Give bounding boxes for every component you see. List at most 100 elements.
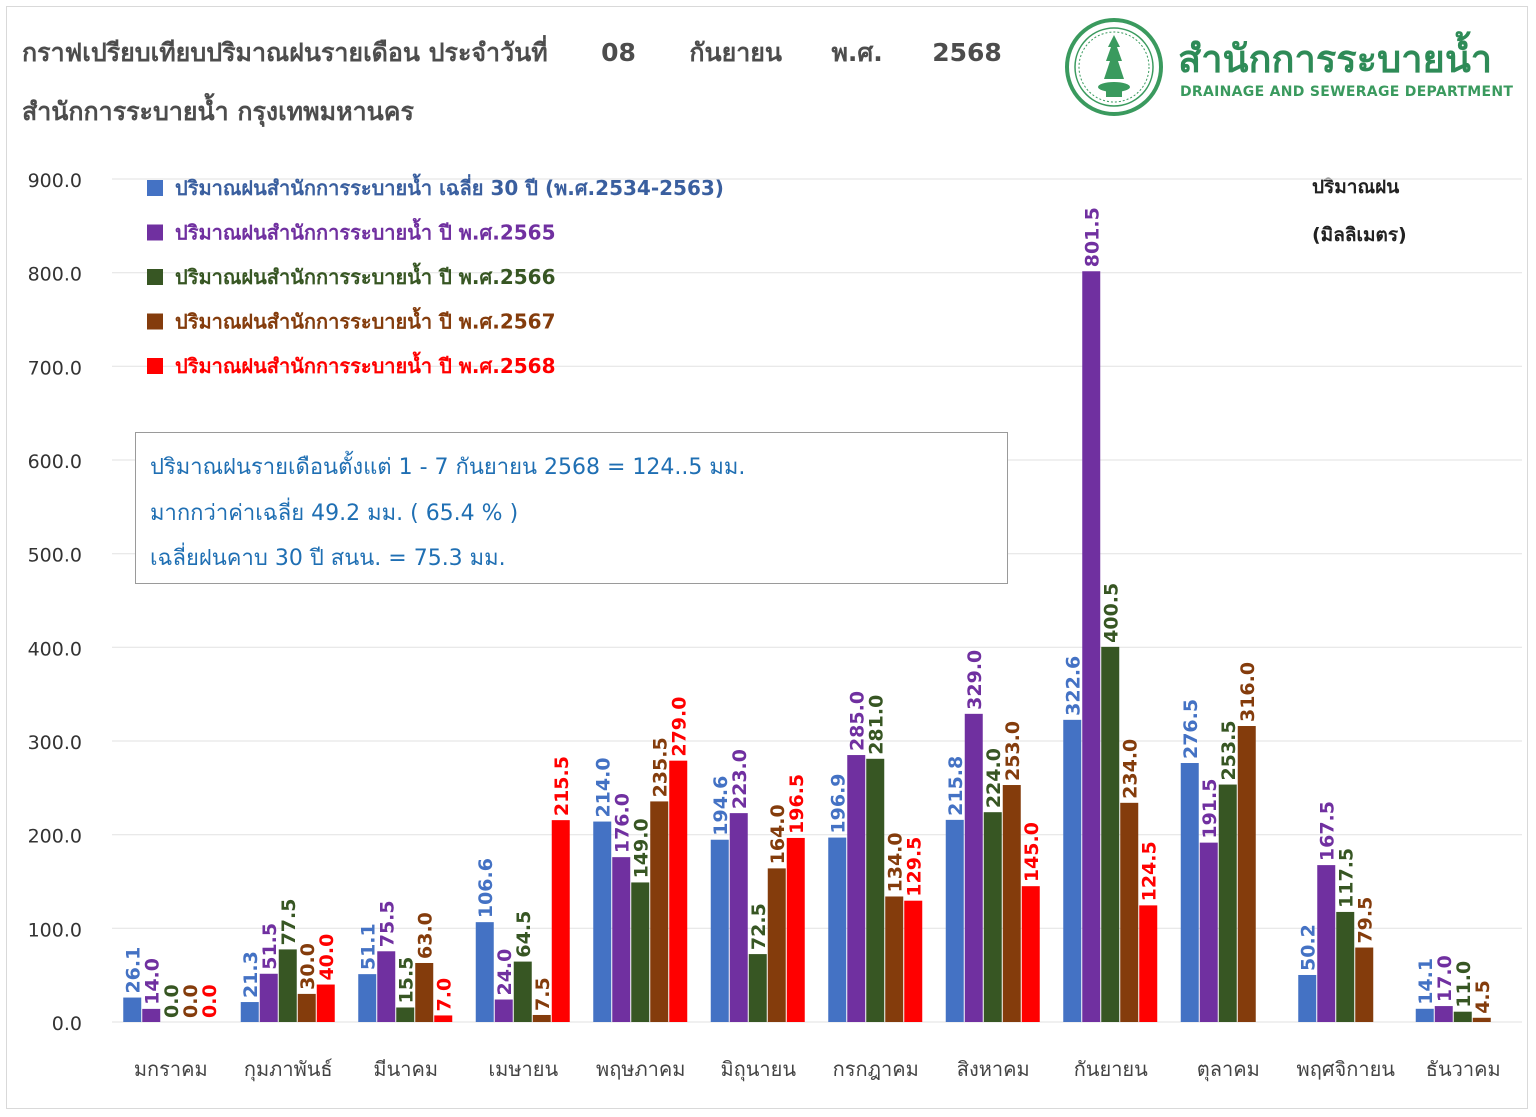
unit-label-line1: ปริมาณฝน: [1312, 176, 1400, 198]
bar: [240, 1002, 259, 1022]
bar: [494, 999, 513, 1022]
bar: [1472, 1017, 1491, 1022]
data-label: 77.5: [278, 899, 300, 946]
bar: [1063, 719, 1082, 1022]
data-label: 14.1: [1415, 958, 1437, 1005]
y-tick-label: 700.0: [28, 357, 82, 379]
data-label: 196.5: [786, 774, 808, 834]
bar: [1298, 974, 1317, 1022]
x-tick-label: กุมภาพันธ์: [244, 1057, 333, 1082]
legend-swatch: [147, 269, 163, 285]
data-label: 234.0: [1120, 739, 1142, 799]
data-label: 176.0: [612, 793, 634, 853]
legend-label: ปริมาณฝนสำนักการระบายน้ำ ปี พ.ศ.2566: [175, 262, 556, 289]
x-tick-label: พฤศจิกายน: [1297, 1057, 1396, 1081]
data-label: 21.3: [240, 951, 262, 998]
bar: [1453, 1011, 1472, 1022]
data-label: 279.0: [669, 697, 691, 757]
bar: [297, 993, 316, 1022]
legend-swatch: [147, 180, 163, 196]
unit-label-line2: (มิลลิเมตร): [1312, 224, 1407, 246]
data-label: 322.6: [1063, 656, 1085, 716]
data-label: 224.0: [983, 748, 1005, 808]
bar: [710, 839, 729, 1022]
legend-label: ปริมาณฝนสำนักการระบายน้ำ ปี พ.ศ.2567: [175, 307, 556, 334]
data-label: 400.5: [1101, 583, 1123, 643]
bar: [1139, 905, 1158, 1022]
data-label: 164.0: [767, 804, 789, 864]
legend-label: ปริมาณฝนสำนักการระบายน้ำ ปี พ.ศ.2568: [175, 351, 556, 378]
data-label: 214.0: [593, 757, 615, 817]
data-label: 0.0: [199, 984, 221, 1018]
data-label: 7.0: [434, 978, 456, 1012]
bar: [1336, 911, 1355, 1022]
x-tick-label: กันยายน: [1074, 1057, 1148, 1081]
bar: [786, 837, 805, 1022]
bar: [1180, 763, 1199, 1022]
logo-name-en: DRAINAGE AND SEWERAGE DEPARTMENT: [1180, 84, 1514, 100]
x-tick-label: เมษายน: [488, 1057, 558, 1081]
y-tick-label: 0.0: [52, 1013, 82, 1035]
data-label: 14.0: [142, 958, 164, 1005]
x-tick-label: มีนาคม: [373, 1057, 438, 1081]
bar: [945, 819, 964, 1022]
data-label: 316.0: [1237, 662, 1259, 722]
y-tick-label: 800.0: [28, 264, 82, 286]
bar: [1199, 842, 1218, 1022]
legend-swatch: [147, 313, 163, 330]
data-label: 134.0: [885, 832, 907, 892]
bar: [964, 713, 983, 1022]
data-label: 145.0: [1021, 822, 1043, 882]
y-tick-label: 100.0: [28, 919, 82, 941]
x-tick-label: มิถุนายน: [720, 1057, 796, 1082]
data-label: 215.8: [945, 756, 967, 816]
data-label: 167.5: [1317, 801, 1339, 861]
bar: [415, 962, 434, 1022]
data-label: 24.0: [494, 949, 516, 996]
data-label: 276.5: [1180, 699, 1202, 759]
bar: [866, 758, 885, 1022]
data-label: 129.5: [904, 837, 926, 897]
data-label: 235.5: [650, 737, 672, 797]
x-tick-label: พฤษภาคม: [596, 1057, 685, 1081]
data-label: 4.5: [1472, 980, 1494, 1014]
data-label: 281.0: [866, 695, 888, 755]
bar: [396, 1007, 415, 1022]
x-tick-label: ธันวาคม: [1426, 1057, 1501, 1081]
bar: [828, 837, 847, 1022]
bar: [729, 813, 748, 1022]
data-label: 0.0: [180, 984, 202, 1018]
y-tick-label: 500.0: [28, 545, 82, 567]
bar: [1021, 886, 1040, 1022]
bar: [904, 900, 923, 1022]
legend-label: ปริมาณฝนสำนักการระบายน้ำ ปี พ.ศ.2565: [175, 218, 556, 245]
bar: [316, 984, 335, 1022]
y-tick-label: 600.0: [28, 451, 82, 473]
bar: [1355, 947, 1374, 1022]
legend-swatch: [147, 358, 163, 374]
title-day: 08: [601, 38, 636, 67]
data-label: 117.5: [1336, 848, 1358, 908]
title-month: กันยายน: [689, 38, 782, 67]
bar: [612, 857, 631, 1022]
bar: [631, 882, 650, 1022]
bar: [259, 973, 278, 1022]
note-line-1: ปริมาณฝนรายเดือนตั้งแต่ 1 - 7 กันยายน 25…: [150, 455, 746, 480]
note-box: ปริมาณฝนรายเดือนตั้งแต่ 1 - 7 กันยายน 25…: [135, 432, 1008, 584]
note-line-3: เฉลี่ยฝนคาบ 30 ปี สนน. = 75.3 มม.: [150, 546, 506, 571]
data-label: 50.2: [1298, 924, 1320, 971]
data-label: 15.5: [396, 957, 418, 1004]
bar: [1415, 1008, 1434, 1022]
department-seal-logo: [1065, 18, 1163, 116]
data-label: 51.1: [358, 923, 380, 970]
bar: [142, 1008, 161, 1022]
bar: [377, 951, 396, 1022]
data-label: 801.5: [1082, 207, 1104, 267]
chart-title: กราฟเปรียบเทียบปริมาณฝนรายเดือน ประจำวัน…: [22, 33, 1002, 73]
bar: [1317, 865, 1336, 1022]
bar: [593, 821, 612, 1022]
bar: [983, 812, 1002, 1022]
bar: [278, 949, 297, 1022]
y-tick-label: 900.0: [28, 170, 82, 192]
